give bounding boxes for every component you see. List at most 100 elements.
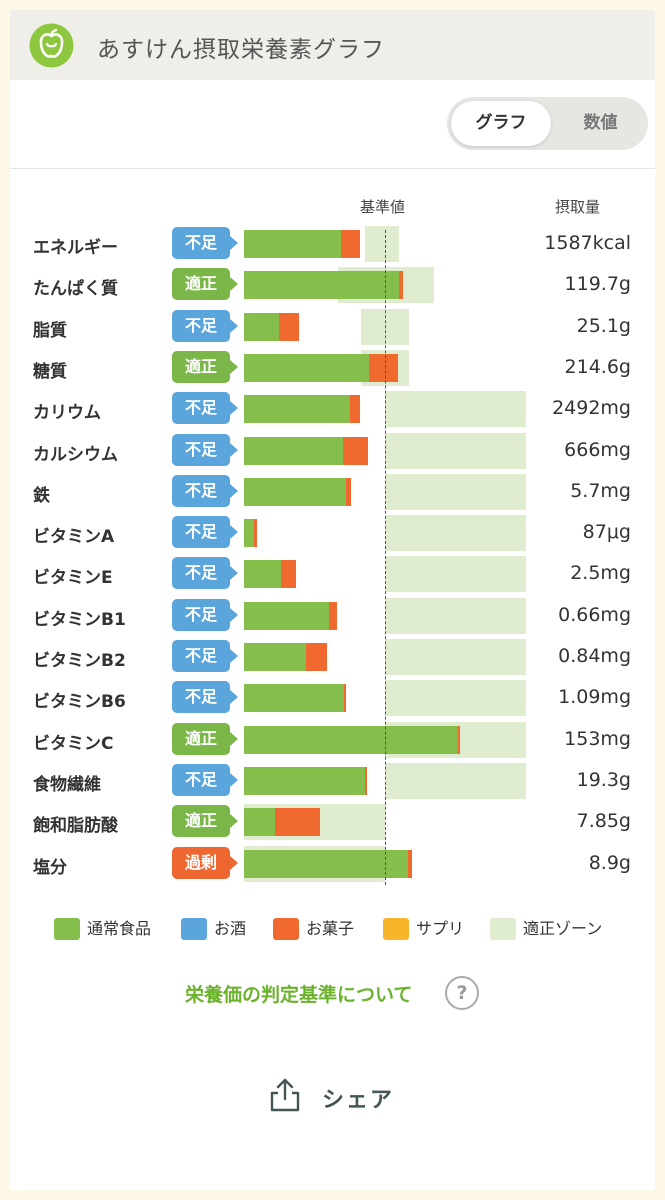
intake-value: 119.7g	[564, 273, 631, 296]
nutrient-name: カリウム	[33, 403, 101, 424]
legend-swatch	[273, 918, 299, 940]
legend-label: お酒	[214, 919, 247, 938]
status-badge: 不足	[172, 474, 238, 507]
legend-swatch	[490, 918, 516, 940]
legend-swatch	[181, 918, 207, 940]
app-header: あすけん摂取栄養素グラフ	[10, 10, 655, 80]
food-segment	[244, 560, 281, 589]
tab-graph[interactable]: グラフ	[451, 101, 551, 146]
intake-value: 87μg	[582, 521, 631, 544]
snack-segment	[342, 436, 369, 465]
nutrient-chart: エネルギー 不足 1587kcal たんぱく質 適正 119.7g 脂質 不足 25.1g 糖質適…	[10, 10, 655, 910]
status-badge: 過剰	[172, 846, 238, 879]
status-badge: 不足	[172, 598, 238, 631]
food-segment	[244, 230, 342, 258]
tab-numeric[interactable]: 数値	[583, 113, 618, 133]
legend-swatch	[54, 918, 80, 940]
status-badge: 適正	[172, 722, 238, 755]
snack-segment	[369, 353, 398, 382]
intake-value: 8.9g	[588, 851, 631, 874]
status-badge: 適正	[172, 268, 238, 301]
food-segment	[244, 353, 370, 382]
legend-label: お菓子	[306, 919, 355, 938]
food-segment	[244, 849, 408, 878]
reference-header: 基準値	[360, 198, 406, 216]
adequate-zone	[385, 432, 526, 469]
legend-swatch	[383, 918, 409, 940]
intake-value: 0.84mg	[558, 645, 631, 667]
intake-value: 1.09mg	[558, 686, 631, 709]
nutrient-name: 脂質	[33, 320, 67, 341]
nutrient-name: カルシウム	[33, 444, 118, 465]
snack-segment	[365, 766, 368, 795]
snack-segment	[345, 477, 352, 506]
food-segment	[244, 312, 280, 341]
nutrient-name: エネルギー	[33, 238, 118, 258]
snack-segment	[407, 849, 412, 878]
food-segment	[244, 643, 307, 671]
adequate-zone	[385, 515, 526, 552]
intake-value: 666mg	[564, 438, 631, 461]
intake-value: 5.7mg	[570, 479, 631, 502]
adequate-zone	[365, 226, 400, 262]
nutrient-name: 飽和脂肪酸	[33, 816, 118, 837]
food-segment	[244, 436, 343, 465]
nutrient-name: ビタミンB2	[33, 651, 126, 671]
snack-segment	[280, 560, 297, 589]
intake-value: 25.1g	[576, 314, 631, 337]
adequate-zone	[385, 556, 526, 593]
food-segment	[244, 766, 366, 795]
page-title: あすけん摂取栄養素グラフ	[97, 37, 385, 63]
app-frame: あすけん摂取栄養素グラフ グラフ 数値 基準値 摂取量 エネルギー 不足 1587k…	[10, 10, 655, 1190]
snack-segment	[341, 230, 360, 258]
adequate-zone	[385, 639, 526, 675]
status-badge: 不足	[172, 516, 238, 549]
snack-segment	[279, 312, 299, 341]
snack-segment	[328, 601, 338, 630]
snack-segment	[275, 808, 321, 837]
nutrient-name: ビタミンE	[33, 568, 113, 589]
food-segment	[244, 601, 329, 630]
food-segment	[244, 725, 459, 754]
status-badge: 不足	[172, 227, 238, 259]
adequate-zone	[385, 597, 526, 634]
share-icon[interactable]	[268, 1077, 302, 1113]
adequate-zone	[385, 391, 526, 428]
snack-segment	[399, 271, 404, 300]
adequate-zone	[385, 762, 526, 799]
snack-segment	[349, 395, 360, 424]
reference-line	[385, 230, 386, 885]
food-segment	[244, 519, 254, 548]
nutrient-name: 糖質	[33, 361, 67, 382]
food-segment	[244, 271, 400, 300]
status-badge: 不足	[172, 433, 238, 466]
intake-value: 1587kcal	[544, 232, 631, 254]
intake-value: 19.3g	[576, 768, 631, 791]
status-badge: 不足	[172, 640, 238, 672]
criteria-info-link[interactable]: 栄養価の判定基準について	[185, 984, 413, 1006]
legend-label: サプリ	[416, 919, 465, 938]
nutrient-name: 鉄	[33, 485, 50, 506]
snack-segment	[306, 643, 328, 671]
intake-value: 153mg	[564, 727, 631, 750]
intake-value: 0.66mg	[558, 603, 631, 626]
nutrient-name: 食物繊維	[33, 774, 101, 795]
status-badge: 適正	[172, 805, 238, 838]
divider	[10, 168, 655, 169]
legend-label: 通常食品	[87, 919, 152, 938]
food-segment	[244, 808, 276, 837]
food-segment	[244, 684, 345, 713]
nutrient-name: ビタミンB6	[33, 692, 126, 713]
adequate-zone	[385, 473, 526, 510]
help-icon[interactable]: ?	[445, 976, 479, 1010]
intake-value: 2492mg	[552, 397, 631, 420]
share-button[interactable]: シェア	[322, 1088, 395, 1113]
snack-segment	[344, 684, 347, 713]
adequate-zone	[361, 308, 409, 345]
adequate-zone	[385, 680, 526, 717]
food-segment	[244, 395, 350, 424]
view-toggle[interactable]: グラフ 数値	[447, 97, 648, 150]
nutrient-name: ビタミンA	[33, 527, 115, 548]
status-badge: 不足	[172, 557, 238, 590]
intake-value: 214.6g	[564, 355, 631, 378]
